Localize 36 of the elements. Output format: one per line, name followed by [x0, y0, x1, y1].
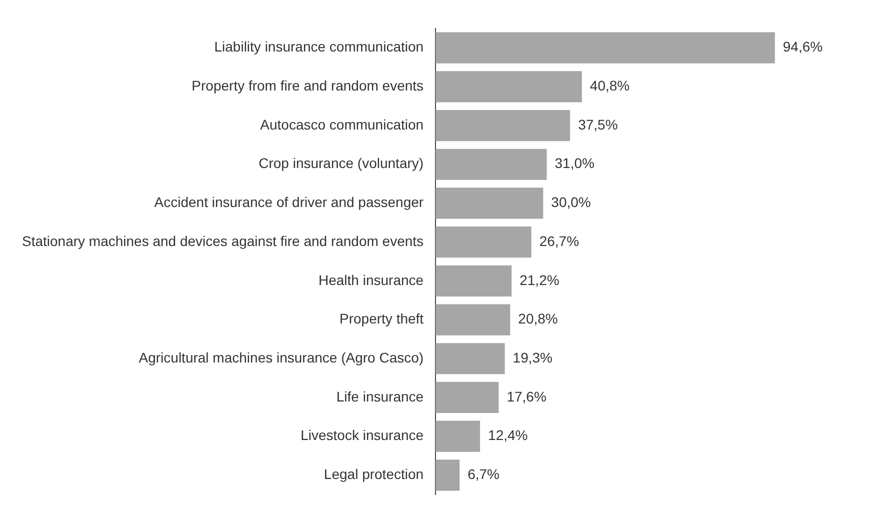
y-tick-label: Accident insurance of driver and passenger	[154, 194, 424, 210]
data-label: 17,6%	[506, 388, 546, 404]
y-tick-label: Autocasco communication	[260, 116, 424, 132]
data-label: 37,5%	[578, 116, 618, 132]
y-tick-label: Property theft	[340, 310, 424, 327]
bar	[436, 71, 582, 102]
bar	[436, 148, 547, 180]
y-tick-label: Health insurance	[318, 272, 424, 288]
data-label: 94,6%	[782, 38, 823, 55]
y-tick-label: Legal protection	[324, 466, 424, 482]
y-tick-label: Stationary machines and devices against fire and random events	[22, 232, 424, 249]
bar	[436, 32, 775, 64]
data-label: 26,7%	[539, 232, 580, 249]
data-label: 31,0%	[554, 155, 594, 172]
bar	[436, 420, 480, 452]
y-tick-label: Agricultural machines insurance (Agro Casco)	[138, 349, 424, 366]
y-tick-label: Life insurance	[336, 388, 424, 404]
bar	[436, 265, 512, 296]
y-tick-label: Liability insurance communication	[214, 38, 424, 55]
data-label: 12,4%	[488, 427, 528, 444]
bar	[436, 110, 570, 142]
data-label: 6,7%	[468, 466, 500, 482]
bar	[436, 382, 499, 414]
y-tick-label: Livestock insurance	[300, 427, 424, 444]
y-tick-label: Crop insurance (voluntary)	[258, 155, 424, 172]
data-label: 20,8%	[518, 310, 558, 327]
bar	[436, 226, 532, 258]
data-label: 19,3%	[512, 349, 552, 366]
y-tick-label: Property from fire and random events	[192, 78, 424, 94]
bar	[436, 188, 544, 219]
bar	[436, 304, 510, 336]
bar	[436, 460, 460, 491]
data-label: 21,2%	[520, 272, 560, 288]
data-label: 30,0%	[551, 194, 591, 210]
data-label: 40,8%	[590, 78, 630, 94]
bar	[436, 343, 505, 374]
